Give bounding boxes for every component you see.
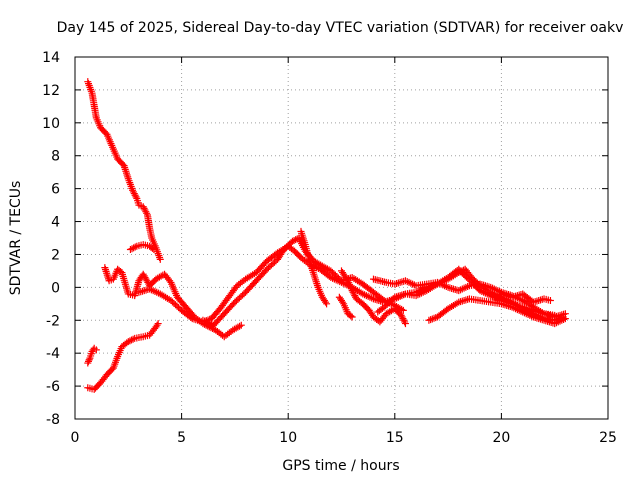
data-point [84, 359, 92, 367]
data-point [237, 321, 245, 329]
data-point [551, 311, 559, 319]
data-point [148, 244, 156, 252]
grid [75, 57, 608, 419]
data-point [92, 346, 100, 354]
data-point [126, 337, 134, 345]
series-track-m [425, 295, 569, 328]
y-tick-label: 8 [51, 149, 60, 165]
data-point [130, 244, 138, 252]
x-tick-label: 5 [177, 430, 186, 446]
series-track-a [84, 78, 164, 263]
data-point [430, 314, 438, 322]
y-tick-label: 0 [51, 280, 60, 296]
data-point [140, 204, 148, 212]
y-tick-label: 12 [42, 83, 60, 99]
data-point [401, 320, 409, 328]
y-tick-label: -8 [46, 412, 60, 428]
data-point [339, 298, 347, 306]
y-tick-label: -2 [46, 313, 60, 329]
data-point [153, 321, 161, 329]
chart-title: Day 145 of 2025, Sidereal Day-to-day VTE… [57, 20, 624, 36]
y-tick-label: 4 [51, 215, 60, 231]
data-point [209, 325, 217, 332]
data-point [187, 313, 195, 321]
data-point [349, 288, 357, 296]
data-point [288, 237, 296, 245]
data-point [141, 206, 149, 214]
x-axis-label: GPS time / hours [282, 458, 399, 474]
data-point [401, 318, 409, 326]
data-point [130, 190, 138, 198]
data-point [427, 316, 435, 324]
data-point [85, 356, 93, 364]
data-point [347, 312, 355, 320]
series-track-l [374, 265, 559, 319]
data-point [127, 336, 135, 344]
data-point [323, 300, 331, 308]
data-point [129, 188, 137, 196]
x-tick-label: 25 [599, 430, 617, 446]
data-point [131, 191, 139, 199]
x-tick-label: 0 [71, 430, 80, 446]
data-point [159, 271, 167, 279]
data-point [139, 203, 147, 211]
axis-ticks: 0 5 10 15 20 25 -8 -6 -4 -2 0 2 4 6 8 10 12 14 [42, 50, 617, 446]
data-point [124, 338, 132, 346]
data-point [399, 315, 407, 323]
data-point [348, 287, 356, 295]
y-tick-label: 2 [51, 247, 60, 263]
data-point [398, 313, 406, 321]
data-point [399, 306, 407, 314]
y-tick-label: 14 [42, 50, 60, 66]
y-axis-label: SDTVAR / TECUs [8, 181, 24, 296]
series-track-n [497, 290, 554, 306]
data-point [156, 255, 164, 263]
data-point [131, 243, 139, 251]
x-tick-label: 15 [386, 430, 404, 446]
data-point [348, 313, 356, 321]
y-tick-label: 10 [42, 116, 60, 132]
data-points [84, 78, 569, 393]
data-point [129, 335, 137, 343]
data-point [150, 246, 158, 254]
series-track-e [126, 241, 158, 254]
data-point [398, 305, 406, 313]
data-point [142, 208, 150, 216]
data-point [129, 186, 137, 194]
x-tick-label: 10 [279, 430, 297, 446]
data-point [425, 316, 433, 324]
series-track-i [338, 267, 409, 328]
y-tick-label: -4 [46, 346, 60, 362]
data-point [343, 275, 351, 283]
y-tick-label: -6 [46, 379, 60, 395]
data-point [85, 357, 93, 365]
data-point [397, 311, 405, 319]
series-track-d [84, 344, 100, 367]
data-point [236, 322, 244, 330]
y-tick-label: 6 [51, 182, 60, 198]
data-point [350, 290, 358, 298]
series-track-j [335, 293, 356, 321]
plot-frame [74, 56, 609, 420]
data-point [128, 245, 136, 253]
data-point [400, 316, 408, 324]
data-point [428, 315, 436, 323]
data-point [154, 320, 162, 328]
x-tick-label: 20 [492, 430, 510, 446]
series-track-g [199, 234, 407, 329]
data-point [546, 297, 554, 305]
series-track-h [297, 227, 331, 308]
data-point [143, 209, 151, 217]
data-point [561, 315, 569, 323]
data-point [126, 246, 134, 254]
data-point [322, 298, 330, 306]
data-point [351, 292, 359, 300]
series-track-c [84, 320, 162, 393]
data-point [132, 193, 140, 201]
